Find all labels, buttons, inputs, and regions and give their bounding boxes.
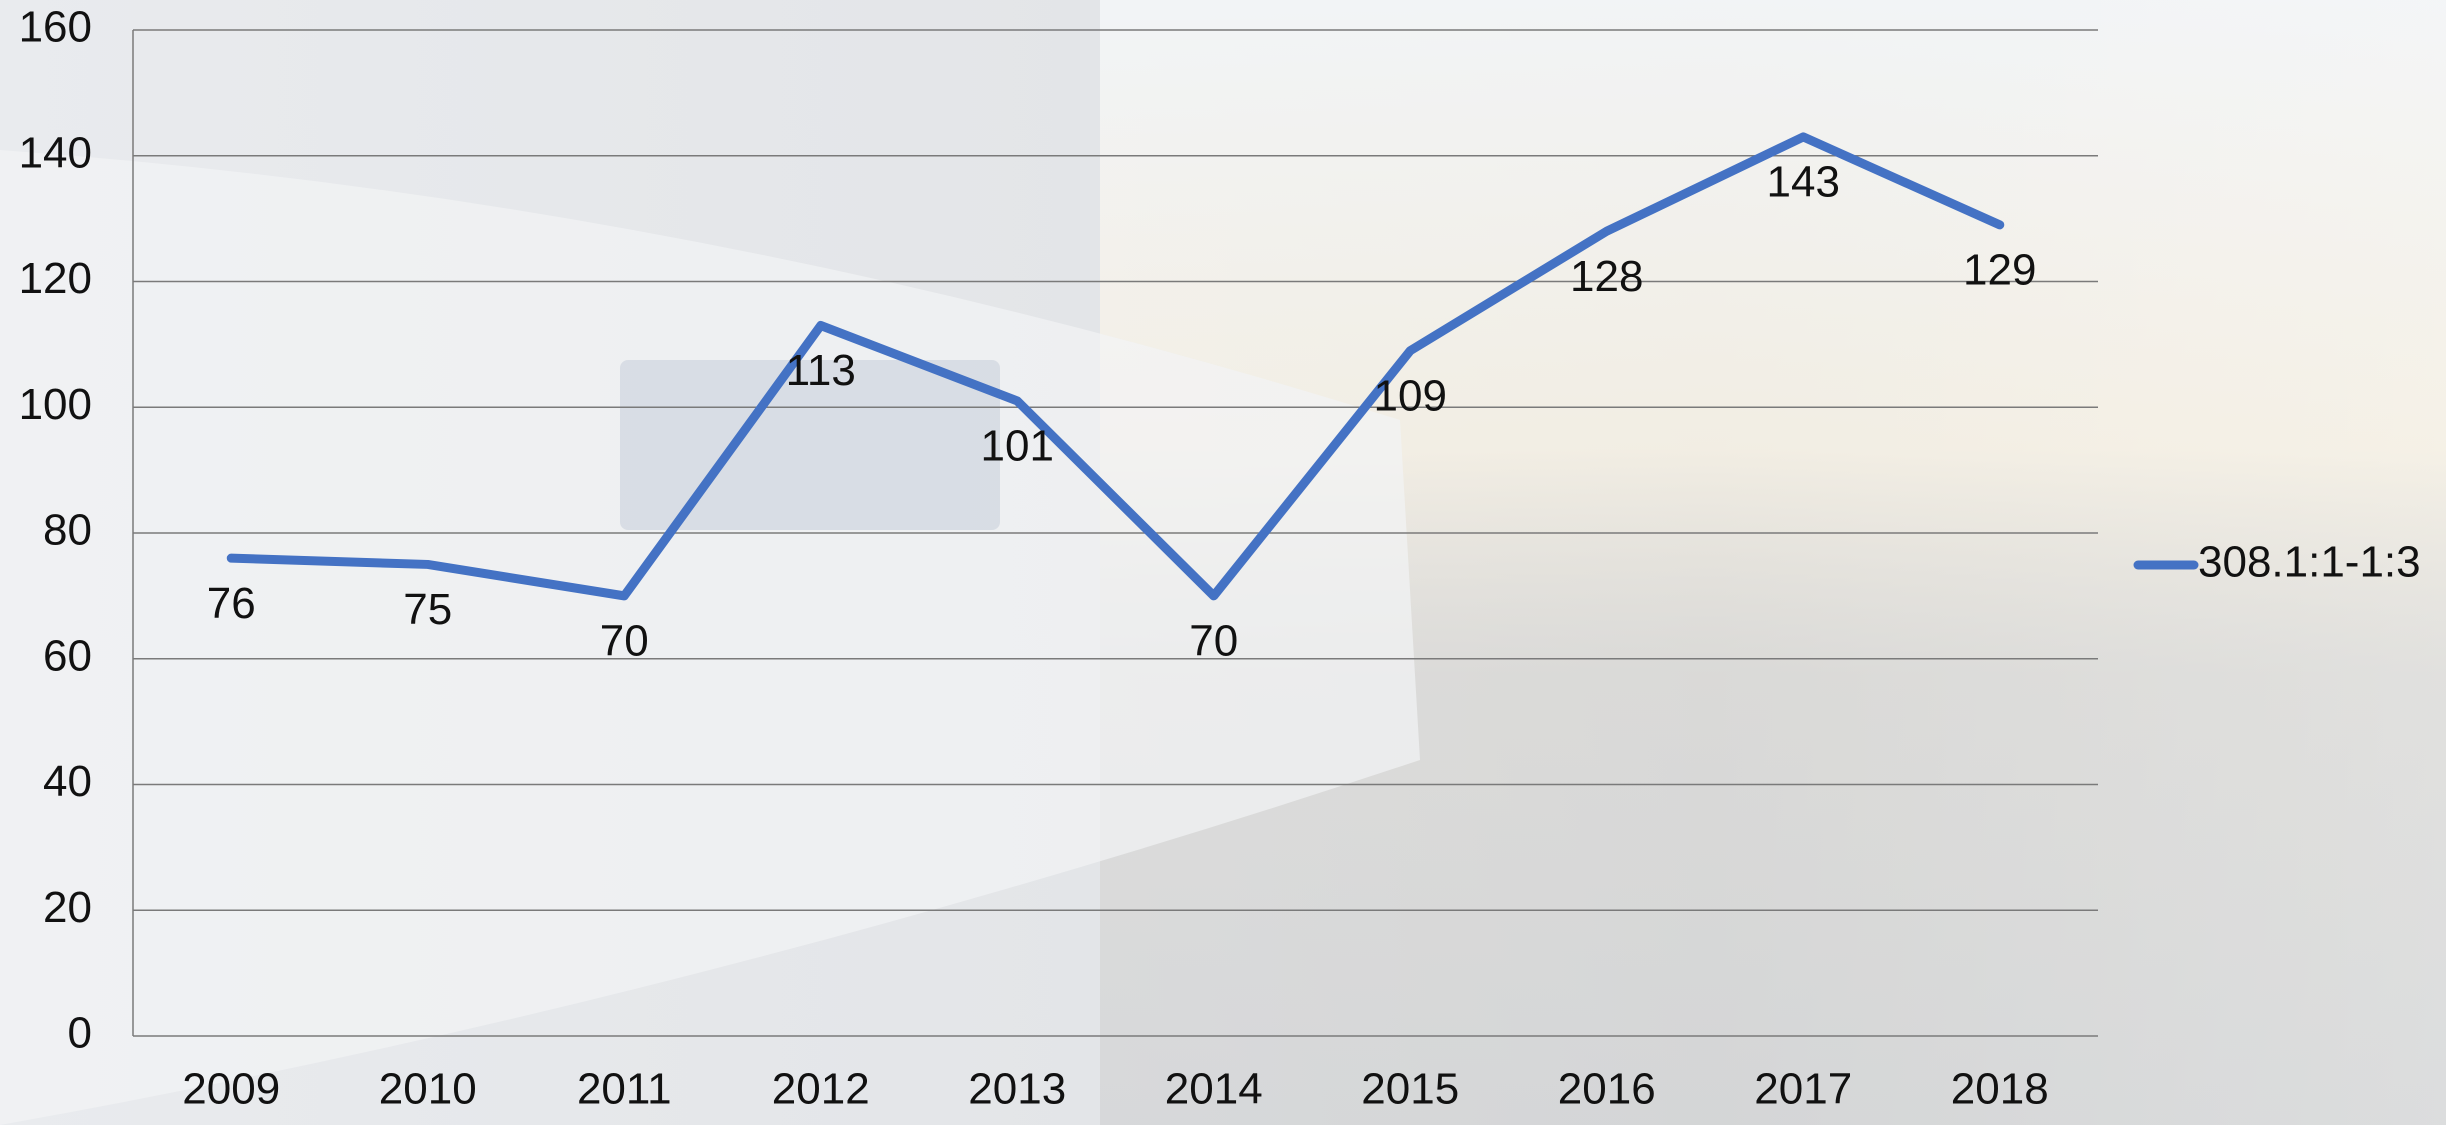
data-label: 75 <box>403 585 452 634</box>
data-label: 70 <box>600 617 649 666</box>
x-tick-label: 2010 <box>379 1065 477 1114</box>
x-tick-label: 2013 <box>968 1065 1066 1114</box>
legend-label: 308.1:1-1:3 <box>2198 538 2421 587</box>
y-tick-label: 0 <box>68 1009 92 1058</box>
y-tick-label: 160 <box>19 3 92 52</box>
x-tick-label: 2018 <box>1951 1065 2049 1114</box>
data-label: 129 <box>1963 246 2036 295</box>
y-tick-label: 60 <box>43 631 92 680</box>
data-label: 113 <box>786 346 856 395</box>
data-label: 143 <box>1767 158 1840 207</box>
y-tick-label: 40 <box>43 757 92 806</box>
data-label: 70 <box>1189 617 1238 666</box>
x-tick-label: 2016 <box>1558 1065 1656 1114</box>
x-tick-label: 2014 <box>1165 1065 1263 1114</box>
data-label: 76 <box>207 579 256 628</box>
x-tick-label: 2012 <box>772 1065 870 1114</box>
data-label: 128 <box>1570 252 1643 301</box>
x-tick-label: 2017 <box>1754 1065 1852 1114</box>
x-tick-label: 2011 <box>577 1065 672 1114</box>
y-tick-label: 120 <box>19 254 92 303</box>
y-tick-label: 100 <box>19 380 92 429</box>
y-tick-label: 80 <box>43 506 92 555</box>
y-tick-label: 20 <box>43 883 92 932</box>
data-label: 101 <box>981 422 1054 471</box>
chart: 0 20 40 60 80 100 120 140 160 2009 2010 2011 2012 201… <box>0 0 2446 1125</box>
page: {"chart_data": {"type": "line", "categor… <box>0 0 2446 1125</box>
x-tick-label: 2015 <box>1361 1065 1459 1114</box>
y-tick-label: 140 <box>19 128 92 177</box>
data-label: 109 <box>1374 371 1447 420</box>
x-tick-label: 2009 <box>182 1065 280 1114</box>
